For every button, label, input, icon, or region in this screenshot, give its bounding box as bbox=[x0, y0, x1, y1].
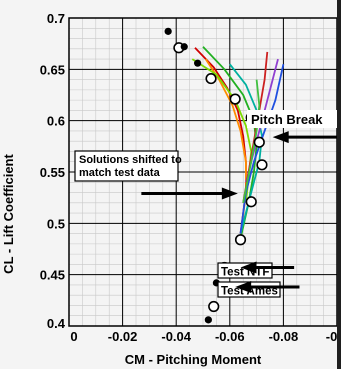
annotation-box bbox=[74, 150, 179, 182]
test-ntf-point bbox=[229, 93, 241, 105]
y-axis-title: CL - Lift Coefficient bbox=[1, 154, 16, 274]
y-tick-label: 0.5 bbox=[47, 216, 65, 231]
annotation-arrow bbox=[240, 261, 295, 274]
cfd-solution-line bbox=[242, 79, 261, 203]
annotation-text: Pitch Break bbox=[251, 112, 323, 127]
test-ames-point bbox=[180, 43, 188, 51]
test-ntf-point bbox=[234, 234, 247, 246]
y-tick-label: 0.55 bbox=[40, 165, 65, 180]
annotation-box bbox=[247, 110, 337, 128]
arrow-head bbox=[240, 261, 257, 274]
y-tick-label: 0.65 bbox=[40, 62, 65, 77]
x-tick-label: -0.02 bbox=[108, 329, 138, 344]
test-ntf-point bbox=[253, 136, 265, 148]
test-ames-point bbox=[204, 316, 212, 324]
annotation-arrow bbox=[272, 131, 341, 144]
test-ames-point bbox=[164, 27, 172, 35]
y-tick-label: 0.7 bbox=[47, 11, 65, 26]
test-ntf-point bbox=[208, 300, 220, 313]
annotation-text: match test data bbox=[79, 167, 161, 179]
x-tick-label: -0.06 bbox=[215, 329, 245, 344]
test-ames-point bbox=[194, 59, 202, 67]
x-tick-label: -0.08 bbox=[269, 329, 299, 344]
x-axis-title: CM - Pitching Moment bbox=[125, 352, 262, 367]
y-tick-label: 0.4 bbox=[47, 316, 66, 331]
axis-ticks: 0-0.02-0.04-0.06-0.08-0.10.40.450.50.550… bbox=[40, 11, 341, 344]
test-ntf-point bbox=[256, 159, 268, 171]
series-layer bbox=[164, 27, 285, 324]
test-ntf-point bbox=[245, 196, 257, 208]
annotation-test-ntf: Test NTF bbox=[217, 262, 273, 279]
annotation-arrow bbox=[141, 187, 238, 200]
x-tick-label: 0 bbox=[70, 329, 77, 344]
arrow-head bbox=[272, 131, 289, 144]
test-ntf-point bbox=[205, 72, 217, 85]
x-tick-label: -0.04 bbox=[161, 329, 191, 344]
arrow-head bbox=[221, 187, 238, 200]
annotation-text: Solutions shifted to bbox=[79, 154, 182, 166]
annotation-pitch-break: Pitch Break bbox=[247, 110, 337, 128]
right-edge-strip bbox=[337, 0, 341, 369]
annotation-text: Test NTF bbox=[221, 267, 269, 279]
y-tick-label: 0.45 bbox=[40, 268, 65, 283]
y-tick-label: 0.6 bbox=[47, 114, 65, 129]
annotation-arrow bbox=[235, 280, 300, 293]
arrow-head bbox=[235, 280, 252, 293]
